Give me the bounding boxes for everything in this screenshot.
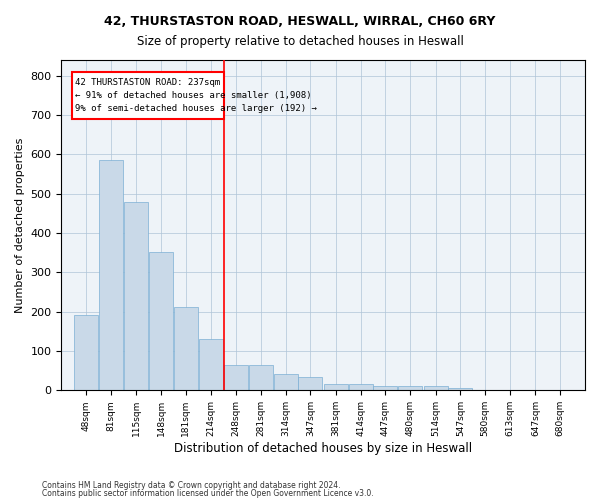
X-axis label: Distribution of detached houses by size in Heswall: Distribution of detached houses by size … — [174, 442, 472, 455]
Bar — [398, 386, 422, 390]
Bar — [274, 374, 298, 390]
Text: 42, THURSTASTON ROAD, HESWALL, WIRRAL, CH60 6RY: 42, THURSTASTON ROAD, HESWALL, WIRRAL, C… — [104, 15, 496, 28]
Bar — [149, 252, 173, 390]
Text: Contains public sector information licensed under the Open Government Licence v3: Contains public sector information licen… — [42, 488, 374, 498]
Bar — [448, 388, 472, 390]
FancyBboxPatch shape — [72, 72, 224, 119]
Bar — [249, 365, 273, 390]
Bar — [349, 384, 373, 390]
Bar — [373, 386, 397, 390]
Bar — [74, 315, 98, 390]
Bar — [99, 160, 123, 390]
Text: Size of property relative to detached houses in Heswall: Size of property relative to detached ho… — [137, 35, 463, 48]
Bar — [324, 384, 348, 390]
Bar — [199, 339, 223, 390]
Text: 42 THURSTASTON ROAD: 237sqm
← 91% of detached houses are smaller (1,908)
9% of s: 42 THURSTASTON ROAD: 237sqm ← 91% of det… — [75, 78, 317, 113]
Bar — [298, 378, 322, 390]
Bar — [124, 202, 148, 390]
Text: Contains HM Land Registry data © Crown copyright and database right 2024.: Contains HM Land Registry data © Crown c… — [42, 481, 341, 490]
Bar — [174, 306, 198, 390]
Bar — [224, 365, 248, 390]
Bar — [424, 386, 448, 390]
Y-axis label: Number of detached properties: Number of detached properties — [15, 138, 25, 313]
